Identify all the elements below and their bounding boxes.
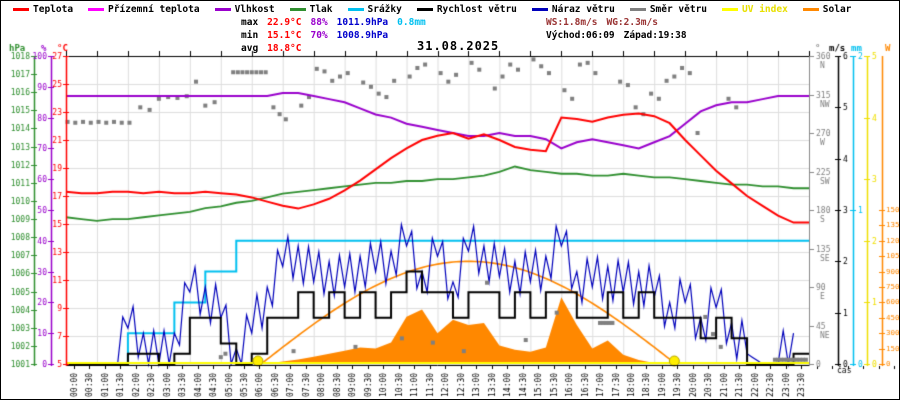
stat-value: 88% [310, 17, 328, 28]
legend-label: Teplota [33, 4, 74, 15]
legend-item-prizemni-teplota: Přízemní teplota [88, 4, 200, 15]
legend-label: Přízemní teplota [108, 4, 200, 15]
legend-item-smer-vetru: Směr větru [629, 4, 708, 15]
legend-item-uv-index: UV index [722, 4, 788, 15]
chart-date-title: 31.08.2025 [417, 39, 500, 53]
legend-item-srazky: Srážky [347, 4, 402, 15]
stat-row: WS:1.8m/s WG:2.3m/s [546, 16, 696, 29]
tlak-swatch [289, 8, 306, 11]
srazky-swatch [347, 8, 364, 11]
stat-value: 22.9°C [267, 17, 302, 28]
stat-row: min 15.1°C 70% 1008.9hPa [241, 29, 435, 42]
stat-value: max [241, 17, 259, 28]
legend-label: Srážky [367, 4, 402, 15]
legend-label: UV index [742, 4, 788, 15]
stat-row: avg 18.8°C [241, 42, 435, 55]
stat-value: WS:1.8m/s [546, 17, 598, 28]
stat-value: 18.8°C [267, 43, 302, 54]
stats-wind-sun: WS:1.8m/s WG:2.3m/s Východ:06:09 Západ:19:3… [546, 16, 696, 42]
legend-item-tlak: Tlak [289, 4, 333, 15]
legend-label: Rychlost větru [436, 4, 517, 15]
stat-value: 15.1°C [267, 30, 302, 41]
legend-label: Směr větru [649, 4, 708, 15]
stat-value: 1011.9hPa [336, 17, 389, 28]
stat-row: max 22.9°C 88% 1011.9hPa 0.8mm [241, 16, 435, 29]
stat-value: avg [241, 43, 259, 54]
stat-value: 70% [310, 30, 328, 41]
chart-legend: Teplota Přízemní teplota Vlhkost Tlak Srážky… [13, 4, 851, 15]
legend-label: Vlhkost [234, 4, 275, 15]
naraz-vetru-swatch [531, 8, 548, 11]
rychlost-vetru-swatch [416, 8, 433, 11]
stat-value: Západ:19:38 [623, 30, 687, 41]
stat-value: Východ:06:09 [546, 30, 615, 41]
stat-row: Východ:06:09 Západ:19:38 [546, 29, 696, 42]
smer-vetru-swatch [629, 8, 646, 11]
legend-item-naraz-vetru: Náraz větru [531, 4, 615, 15]
solar-swatch [802, 8, 819, 11]
stat-value: WG:2.3m/s [606, 17, 658, 28]
prizemni-teplota-swatch [88, 8, 105, 11]
legend-item-solar: Solar [802, 4, 852, 15]
stat-value: 0.8mm [397, 17, 426, 28]
vlhkost-swatch [214, 8, 231, 11]
stats-minmax: max 22.9°C 88% 1011.9hPa 0.8mm min 15.1°C 70% 10… [241, 16, 435, 55]
teplota-swatch [13, 8, 29, 11]
legend-label: Náraz větru [551, 4, 615, 15]
legend-item-teplota: Teplota [13, 4, 73, 15]
legend-label: Tlak [309, 4, 333, 15]
legend-item-vlhkost: Vlhkost [214, 4, 275, 15]
stat-value: min [241, 30, 259, 41]
stat-value: 1008.9hPa [336, 30, 389, 41]
legend-label: Solar [822, 4, 852, 15]
uv-index-swatch [722, 8, 739, 11]
legend-item-rychlost-vetru: Rychlost větru [416, 4, 517, 15]
